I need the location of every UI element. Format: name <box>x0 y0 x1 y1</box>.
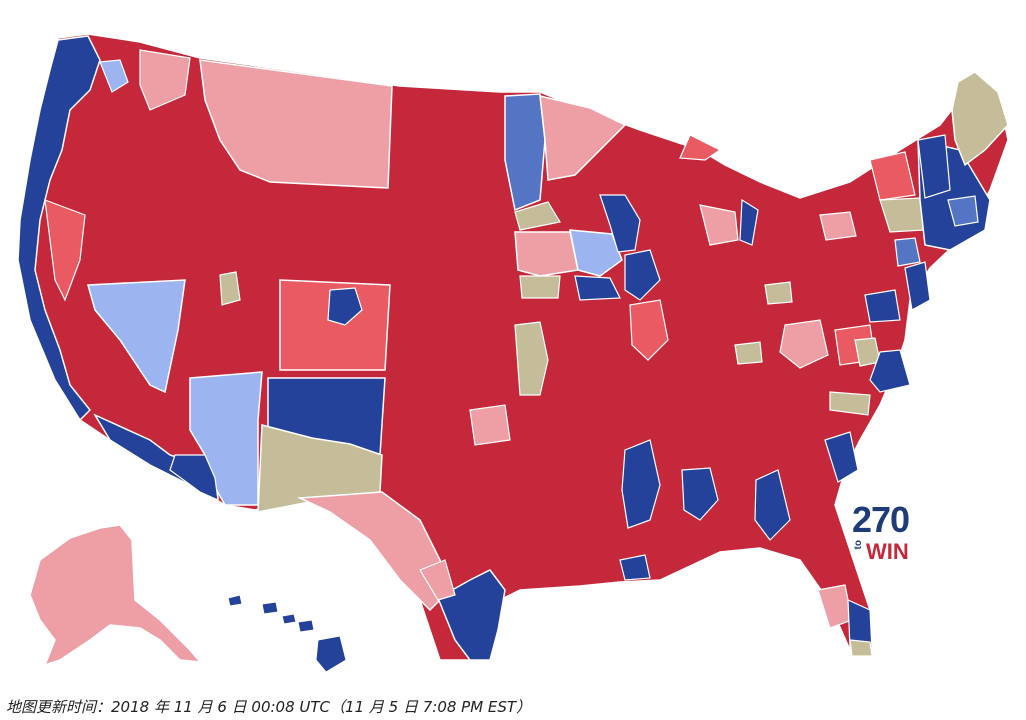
region-pa-dem <box>894 237 921 267</box>
logo-number: 270 <box>852 499 910 540</box>
region-nevada-leans-dem <box>87 279 186 394</box>
region-detroit-dem <box>739 198 759 246</box>
region-wa-likely-rep <box>139 49 191 111</box>
region-utah-tossup <box>219 271 241 306</box>
region-pacific-coast-dem <box>17 35 101 422</box>
contiguous-us <box>17 33 1009 661</box>
region-iowa-leans-dem <box>569 229 623 277</box>
region-alaska-likely-rep <box>29 524 202 667</box>
region-montana-likely-rep <box>199 59 393 189</box>
region-denver-dem <box>327 287 363 326</box>
region-fl-likely-rep <box>817 584 853 629</box>
logo-win: WIN <box>866 539 909 564</box>
region-ca-leans-rep <box>44 199 86 302</box>
region-hawaii-dem <box>227 594 347 673</box>
region-alabama-dem <box>681 467 719 521</box>
region-mn-likely-dem <box>504 93 546 212</box>
region-wi-tossup <box>514 201 561 231</box>
us-house-forecast-map <box>17 33 1009 673</box>
region-wv-likely-rep <box>779 319 829 369</box>
region-ok-likely-rep <box>469 404 511 446</box>
region-ky-tossup <box>734 341 763 365</box>
region-georgia-dem <box>754 469 791 541</box>
region-kc-tossup <box>514 321 549 396</box>
region-texas-border-likely-rep <box>419 559 456 601</box>
region-ny-leans-rep <box>869 151 916 201</box>
region-mississippi-dem <box>621 439 661 529</box>
region-ne-likely-dem <box>947 195 979 227</box>
region-oh-tossup <box>764 281 793 305</box>
logo-to: to <box>853 540 864 550</box>
region-mi-likely-rep <box>699 204 739 246</box>
region-wa-leans-dem <box>99 59 129 93</box>
region-wi-dem <box>599 194 641 253</box>
region-nc-tossup <box>829 391 871 416</box>
region-chicago-dem <box>624 249 661 301</box>
region-iowa-tossup <box>519 275 561 299</box>
region-vt-dem <box>917 134 951 199</box>
region-maine-tossup <box>951 71 1009 167</box>
region-il-leans-rep <box>629 299 669 361</box>
map-update-caption: 地图更新时间：2018 年 11 月 6 日 00:08 UTC（11 月 5 … <box>6 698 532 716</box>
region-va-dem <box>869 349 911 393</box>
region-iowa-likely-rep <box>514 231 579 277</box>
region-arizona-leans-dem <box>189 371 263 506</box>
270towin-logo: 270 to WIN <box>852 502 922 572</box>
region-fl-dem <box>847 599 873 651</box>
region-nj-dem <box>904 261 931 311</box>
region-new-orleans-dem <box>619 554 651 581</box>
region-mn-likely-rep <box>539 95 627 181</box>
region-md-dem <box>864 289 901 323</box>
region-sc-dem <box>824 431 859 483</box>
region-colorado-leans-rep <box>279 279 391 371</box>
region-nm-tossup <box>257 424 383 513</box>
region-fl-tossup <box>849 639 873 657</box>
region-pa-likely-rep <box>819 211 857 241</box>
region-mi-leans-rep <box>679 134 722 161</box>
region-iowa-solid-dem <box>574 275 621 301</box>
region-arizona-solid-dem <box>169 454 219 501</box>
